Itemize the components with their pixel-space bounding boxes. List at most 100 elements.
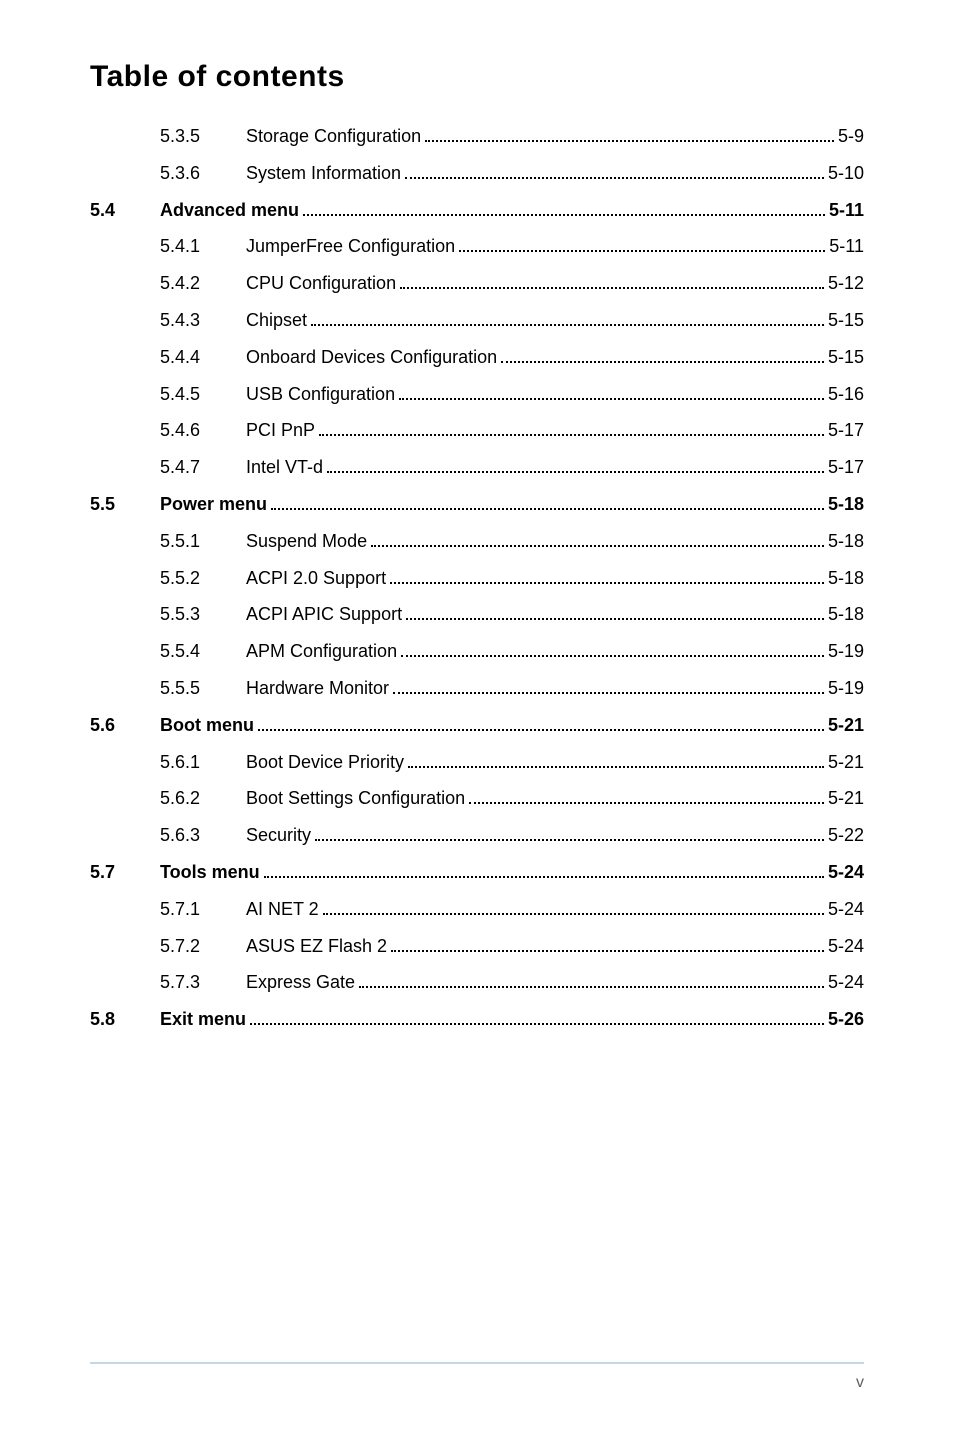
toc-row: 5.8Exit menu 5-26	[90, 1005, 864, 1034]
toc-subsection-number: 5.4.6	[160, 416, 246, 445]
toc-subsection-number: 5.5.3	[160, 600, 246, 629]
toc-subsection-number: 5.4.3	[160, 306, 246, 335]
toc-page-number: 5-17	[828, 416, 864, 445]
toc-label: Tools menu	[160, 858, 260, 887]
toc-label: Storage Configuration	[246, 122, 421, 151]
toc-label: Boot Device Priority	[246, 748, 404, 777]
toc-row: 5.7.3Express Gate 5-24	[90, 968, 864, 997]
toc-page-number: 5-26	[828, 1005, 864, 1034]
toc-page-number: 5-18	[828, 564, 864, 593]
toc-leader	[400, 273, 824, 289]
toc-leader	[399, 383, 824, 399]
toc-subsection-number: 5.4.1	[160, 232, 246, 261]
toc-subsection-number: 5.7.3	[160, 968, 246, 997]
toc-row: 5.4Advanced menu 5-11	[90, 196, 864, 225]
toc-page-number: 5-19	[828, 674, 864, 703]
toc-row: 5.3.6System Information 5-10	[90, 159, 864, 188]
toc-leader	[401, 641, 824, 657]
toc-row: 5.6.3Security 5-22	[90, 821, 864, 850]
toc-page-number: 5-24	[828, 858, 864, 887]
toc-leader	[264, 862, 824, 878]
toc-row: 5.4.7Intel VT-d 5-17	[90, 453, 864, 482]
toc-leader	[315, 825, 824, 841]
toc-subsection-number: 5.3.6	[160, 159, 246, 188]
toc-page-number: 5-22	[828, 821, 864, 850]
toc-row: 5.4.4Onboard Devices Configuration 5-15	[90, 343, 864, 372]
toc-section-number: 5.5	[90, 490, 160, 519]
toc-page-number: 5-24	[828, 932, 864, 961]
toc-row: 5.4.6PCI PnP 5-17	[90, 416, 864, 445]
toc-label: PCI PnP	[246, 416, 315, 445]
toc-subsection-number: 5.7.2	[160, 932, 246, 961]
toc-row: 5.5.5Hardware Monitor 5-19	[90, 674, 864, 703]
toc-subsection-number: 5.4.7	[160, 453, 246, 482]
toc-label: Chipset	[246, 306, 307, 335]
toc-page-number: 5-24	[828, 895, 864, 924]
toc-subsection-number: 5.7.1	[160, 895, 246, 924]
toc-subsection-number: 5.4.5	[160, 380, 246, 409]
toc-page-number: 5-15	[828, 343, 864, 372]
toc-row: 5.3.5Storage Configuration 5-9	[90, 122, 864, 151]
toc-page-number: 5-19	[828, 637, 864, 666]
toc-row: 5.5.1Suspend Mode 5-18	[90, 527, 864, 556]
toc-label: Security	[246, 821, 311, 850]
toc-label: Boot Settings Configuration	[246, 784, 465, 813]
toc-subsection-number: 5.5.2	[160, 564, 246, 593]
toc-leader	[406, 604, 824, 620]
toc-row: 5.7.2ASUS EZ Flash 2 5-24	[90, 932, 864, 961]
toc-leader	[303, 199, 825, 215]
toc-leader	[323, 899, 824, 915]
toc-label: System Information	[246, 159, 401, 188]
page-number: v	[856, 1374, 864, 1391]
toc-page-number: 5-11	[829, 196, 864, 225]
toc-leader	[501, 347, 824, 363]
toc-page-number: 5-18	[828, 600, 864, 629]
toc-subsection-number: 5.5.4	[160, 637, 246, 666]
toc-page-number: 5-11	[829, 232, 864, 261]
page-title: Table of contents	[90, 60, 864, 94]
toc-subsection-number: 5.4.4	[160, 343, 246, 372]
toc-leader	[405, 163, 824, 179]
toc-row: 5.5.4APM Configuration 5-19	[90, 637, 864, 666]
toc-page-number: 5-24	[828, 968, 864, 997]
toc-subsection-number: 5.5.1	[160, 527, 246, 556]
toc-row: 5.7.1AI NET 2 5-24	[90, 895, 864, 924]
toc-page-number: 5-12	[828, 269, 864, 298]
toc-row: 5.4.3Chipset 5-15	[90, 306, 864, 335]
toc-label: CPU Configuration	[246, 269, 396, 298]
page: Table of contents 5.3.5Storage Configura…	[0, 0, 954, 1438]
toc-label: Hardware Monitor	[246, 674, 389, 703]
toc-label: Suspend Mode	[246, 527, 367, 556]
toc-page-number: 5-21	[828, 711, 864, 740]
toc-label: Boot menu	[160, 711, 254, 740]
toc-row: 5.6Boot menu 5-21	[90, 711, 864, 740]
toc-label: USB Configuration	[246, 380, 395, 409]
toc-page-number: 5-16	[828, 380, 864, 409]
toc-leader	[459, 236, 825, 252]
toc-subsection-number: 5.3.5	[160, 122, 246, 151]
toc-subsection-number: 5.6.2	[160, 784, 246, 813]
toc-page-number: 5-18	[828, 527, 864, 556]
toc-label: Power menu	[160, 490, 267, 519]
toc-leader	[408, 751, 824, 767]
toc-leader	[319, 420, 824, 436]
toc-label: Intel VT-d	[246, 453, 323, 482]
toc-section-number: 5.6	[90, 711, 160, 740]
toc-page-number: 5-10	[828, 159, 864, 188]
toc-leader	[425, 126, 834, 142]
toc-leader	[271, 494, 824, 510]
toc-subsection-number: 5.6.3	[160, 821, 246, 850]
toc-subsection-number: 5.6.1	[160, 748, 246, 777]
table-of-contents: 5.3.5Storage Configuration 5-9 5.3.6Syste…	[90, 122, 864, 1034]
toc-leader	[469, 788, 824, 804]
toc-label: ASUS EZ Flash 2	[246, 932, 387, 961]
toc-leader	[359, 972, 824, 988]
toc-page-number: 5-17	[828, 453, 864, 482]
toc-label: Express Gate	[246, 968, 355, 997]
toc-leader	[371, 531, 824, 547]
toc-subsection-number: 5.4.2	[160, 269, 246, 298]
toc-page-number: 5-15	[828, 306, 864, 335]
toc-row: 5.6.1Boot Device Priority 5-21	[90, 748, 864, 777]
toc-section-number: 5.7	[90, 858, 160, 887]
toc-page-number: 5-18	[828, 490, 864, 519]
